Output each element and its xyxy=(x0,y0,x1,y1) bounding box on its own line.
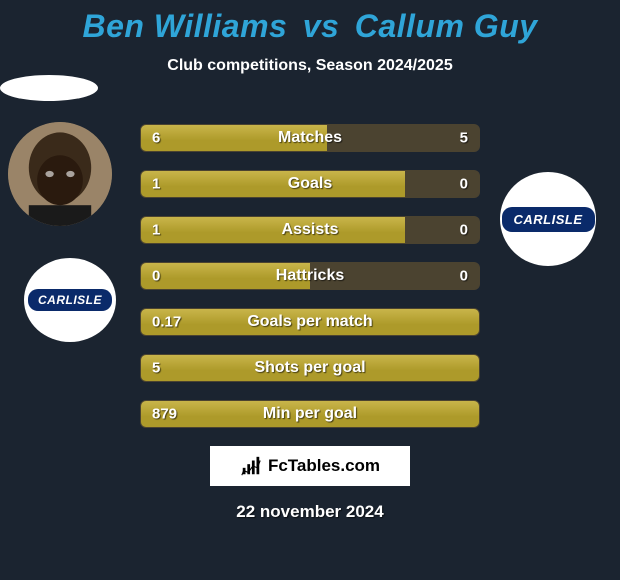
vs-label: vs xyxy=(303,8,340,44)
player1-avatar xyxy=(8,122,112,226)
stat-value-left: 0 xyxy=(152,268,160,285)
stat-bar-right-fill xyxy=(327,125,479,151)
stat-value-left: 6 xyxy=(152,130,160,147)
stat-value-right: 5 xyxy=(460,130,468,147)
stat-row-shots-per-goal: Shots per goal 5 xyxy=(140,354,480,382)
stat-label: Matches xyxy=(278,129,342,147)
stat-row-hattricks: Hattricks 0 0 xyxy=(140,262,480,290)
player2-name: Callum Guy xyxy=(355,8,538,44)
player2-club-badge: CARLISLE xyxy=(500,172,596,266)
bar-chart-icon xyxy=(240,455,262,477)
stat-value-right: 0 xyxy=(460,176,468,193)
player1-name: Ben Williams xyxy=(82,8,287,44)
player1-avatar-svg xyxy=(8,122,112,226)
stat-label: Min per goal xyxy=(263,405,357,423)
stat-label: Goals xyxy=(288,175,332,193)
club-badge-text-left: CARLISLE xyxy=(28,289,112,311)
stat-label: Shots per goal xyxy=(254,359,365,377)
stat-row-matches: Matches 6 5 xyxy=(140,124,480,152)
stat-value-left: 1 xyxy=(152,176,160,193)
stat-bar-left-fill xyxy=(141,217,405,243)
site-logo-text: FcTables.com xyxy=(268,456,380,476)
stat-label: Assists xyxy=(282,221,339,239)
stat-value-left: 879 xyxy=(152,406,177,423)
stat-value-left: 0.17 xyxy=(152,314,181,331)
subtitle: Club competitions, Season 2024/2025 xyxy=(0,57,620,75)
player1-club-badge: CARLISLE xyxy=(24,258,116,342)
comparison-date: 22 november 2024 xyxy=(0,502,620,522)
stat-label: Goals per match xyxy=(247,313,372,331)
page-title: Ben Williams vs Callum Guy xyxy=(0,0,620,45)
comparison-bars: Matches65Goals10Assists10Hattricks00Goal… xyxy=(140,124,480,446)
stat-value-right: 0 xyxy=(460,222,468,239)
stat-label: Hattricks xyxy=(276,267,344,285)
stat-row-goals: Goals 1 0 xyxy=(140,170,480,198)
stat-value-left: 5 xyxy=(152,360,160,377)
stat-row-min-per-goal: Min per goal 879 xyxy=(140,400,480,428)
stat-row-assists: Assists 1 0 xyxy=(140,216,480,244)
player2-avatar xyxy=(0,75,98,101)
stat-bar-left-fill xyxy=(141,171,405,197)
stat-value-right: 0 xyxy=(460,268,468,285)
stat-value-left: 1 xyxy=(152,222,160,239)
club-badge-text-right: CARLISLE xyxy=(502,207,595,232)
site-logo: FcTables.com xyxy=(210,446,410,486)
stat-row-goals-per-match: Goals per match 0.17 xyxy=(140,308,480,336)
